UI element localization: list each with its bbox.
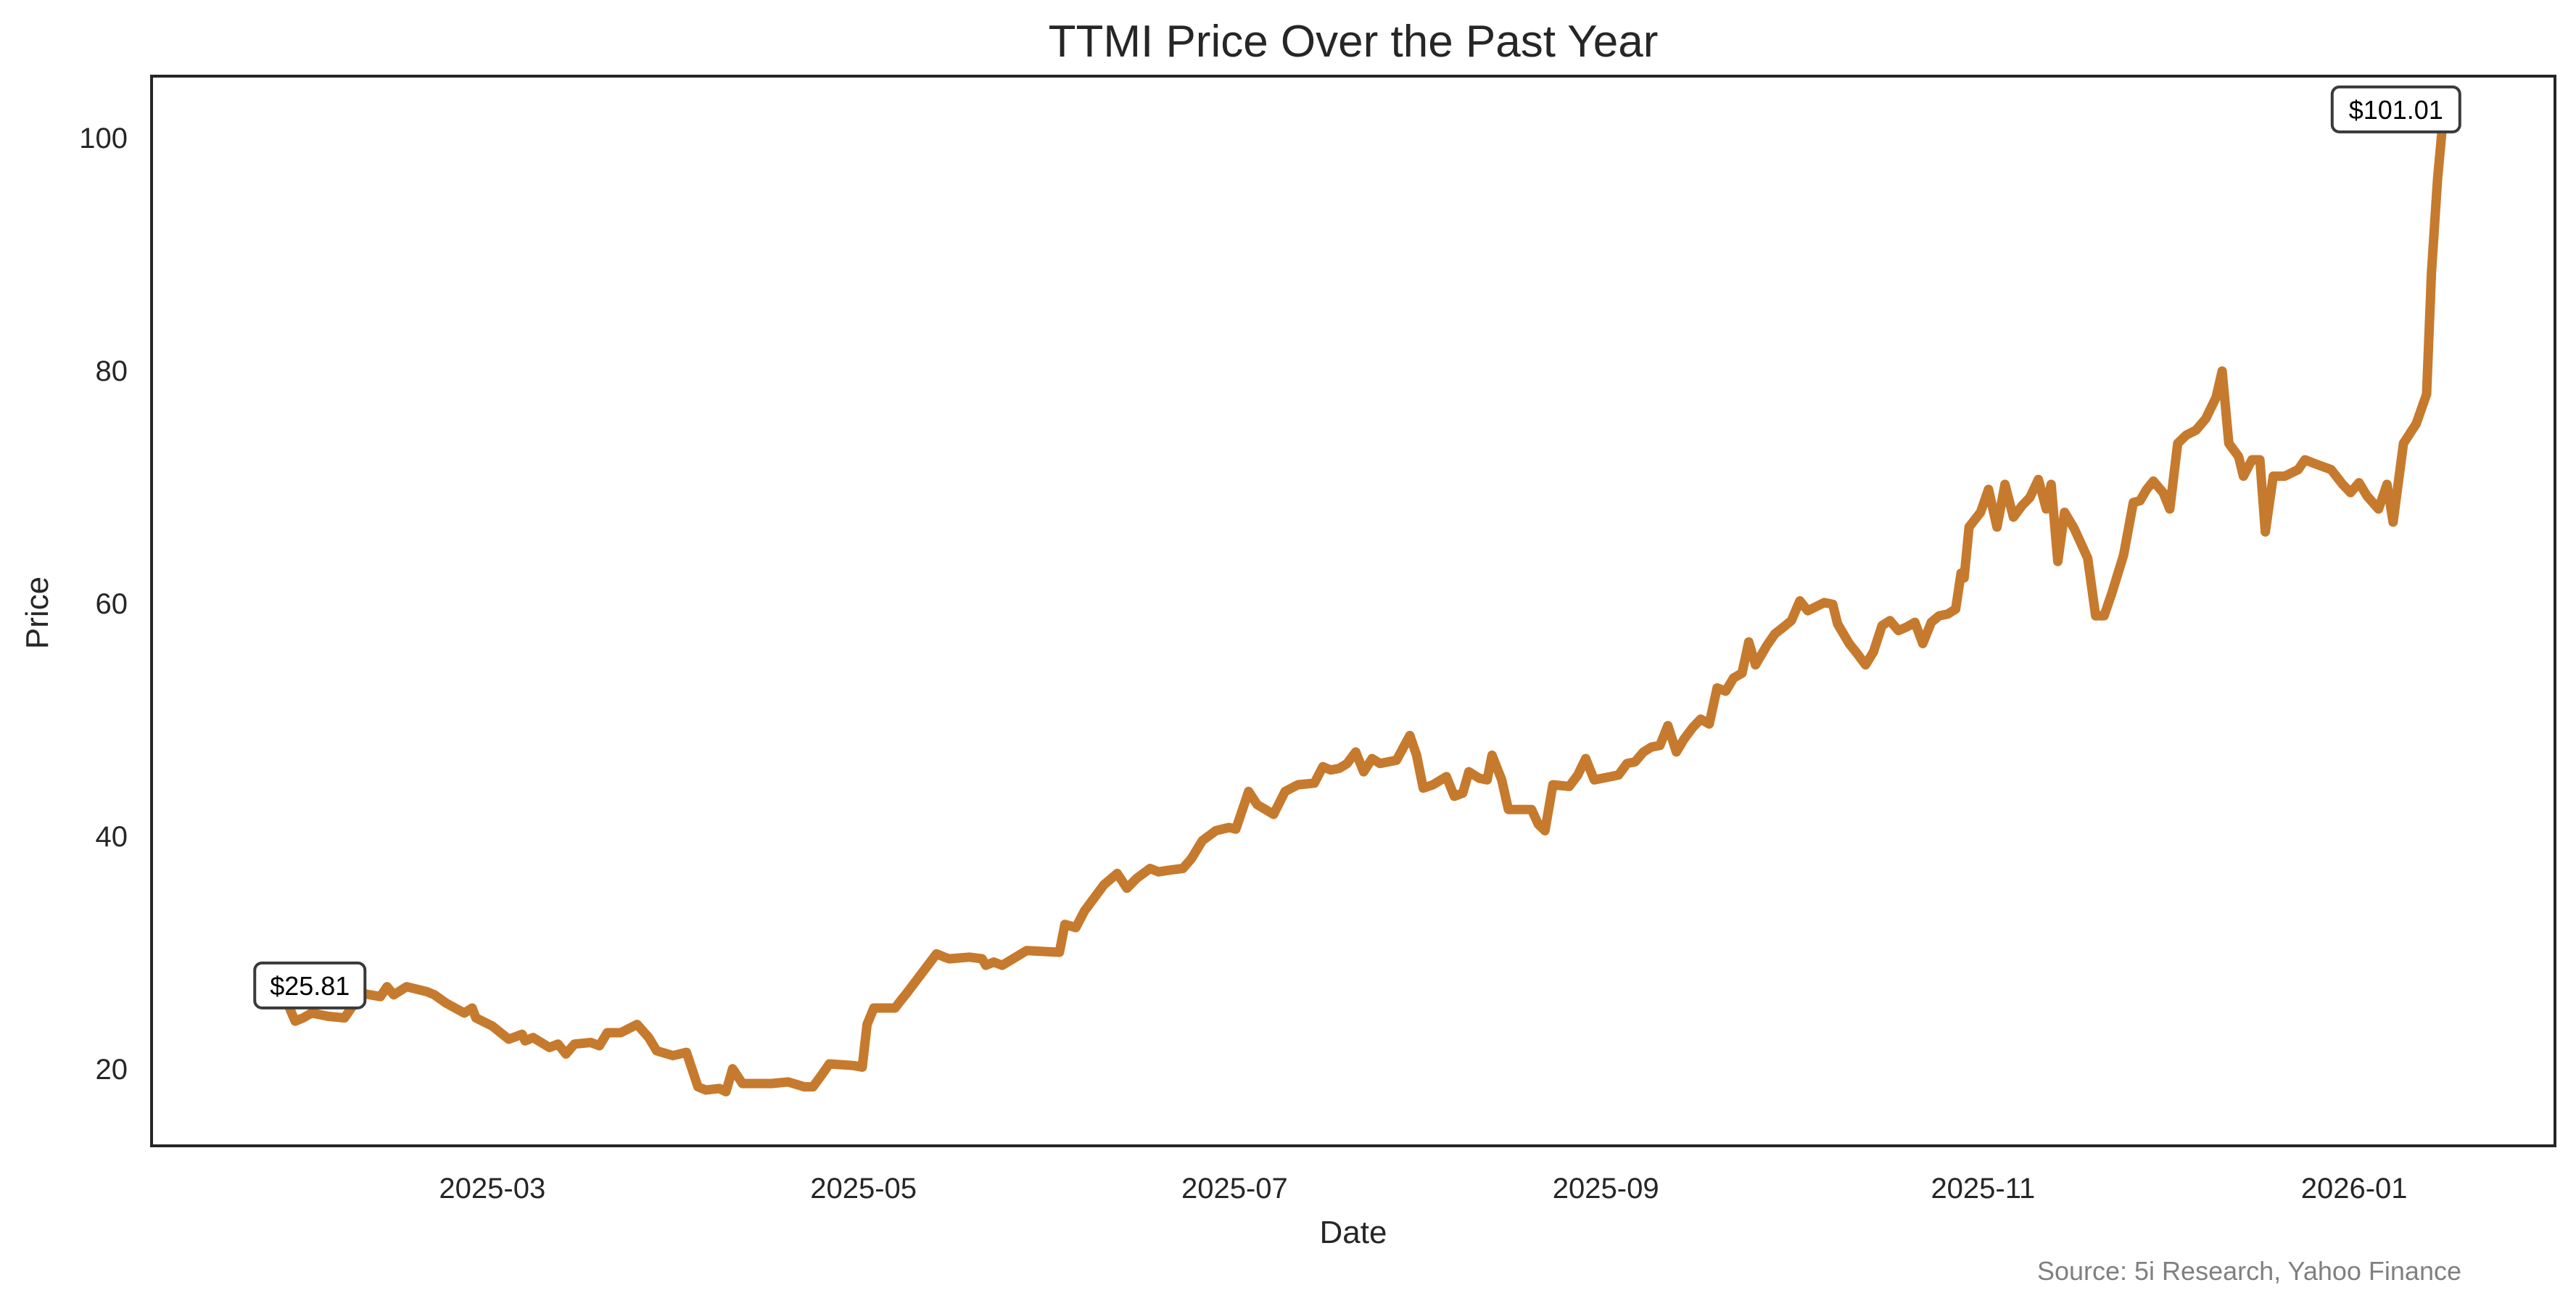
x-axis-label: Date xyxy=(1320,1215,1387,1250)
annotation-label: $101.01 xyxy=(2349,95,2443,125)
x-tick-label: 2025-11 xyxy=(1931,1173,2035,1205)
y-axis-label: Price xyxy=(20,577,55,649)
series-line-ttmi xyxy=(282,125,2448,1097)
y-axis-ticks: 20 40 60 80 100 xyxy=(79,123,128,1086)
annotation-label: $25.81 xyxy=(270,971,350,1001)
x-tick-label: 2025-07 xyxy=(1181,1173,1288,1205)
price-annotation: $25.81 xyxy=(253,961,367,1009)
annotation-box xyxy=(253,961,367,1009)
chart-title: TTMI Price Over the Past Year xyxy=(1049,17,1659,67)
axes-frame xyxy=(150,75,2556,1147)
plot-area xyxy=(282,125,2448,1097)
x-tick-label: 2025-03 xyxy=(439,1173,545,1205)
x-axis-ticks: 2025-03 2025-05 2025-07 2025-09 2025-11 2026-… xyxy=(439,1173,2407,1205)
annotation-box xyxy=(2330,85,2461,133)
annotations: $25.81 $101.01 xyxy=(253,85,2461,1009)
y-tick-label: 40 xyxy=(96,821,128,853)
source-note: Source: 5i Research, Yahoo Finance xyxy=(2037,1256,2461,1286)
y-tick-label: 60 xyxy=(96,588,128,620)
y-tick-label: 20 xyxy=(96,1054,128,1086)
x-tick-label: 2026-01 xyxy=(2301,1173,2408,1205)
y-tick-label: 100 xyxy=(79,123,128,154)
price-annotation: $101.01 xyxy=(2330,85,2461,133)
y-tick-label: 80 xyxy=(96,355,128,387)
x-tick-label: 2025-09 xyxy=(1553,1173,1659,1205)
x-tick-label: 2025-05 xyxy=(810,1173,917,1205)
